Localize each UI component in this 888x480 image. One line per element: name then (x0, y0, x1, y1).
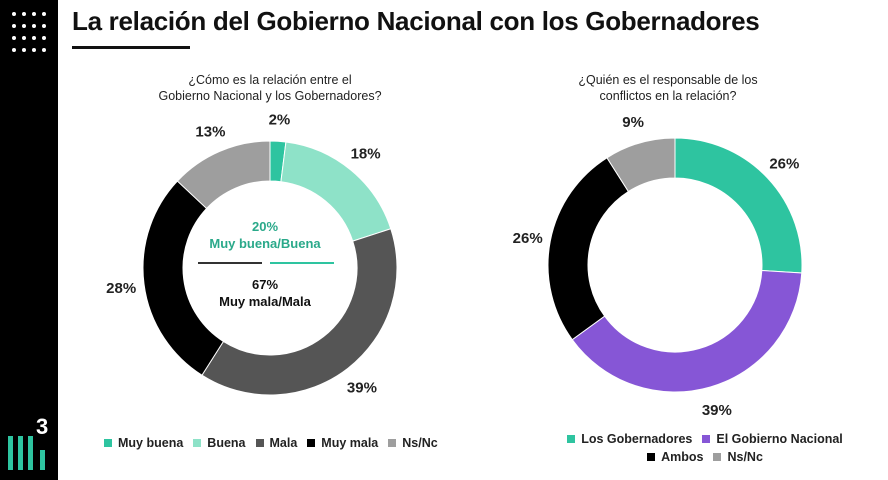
chart-2-legend-swatch-los-gobernadores (567, 435, 576, 443)
chart-2-label-ns-nc: 9% (622, 114, 644, 131)
chart-1-question: ¿Cómo es la relación entre el Gobierno N… (158, 73, 382, 103)
chart-1-legend-label-ns-nc: Ns/Nc (402, 436, 438, 450)
chart-2-slice-ambos (547, 157, 630, 341)
chart-1-legend-item-buena: Buena (193, 436, 246, 450)
chart-1-slice-ns-nc (176, 140, 271, 210)
chart-2-label-ambos: 26% (513, 230, 543, 247)
chart-1-legend-swatch-mala (255, 439, 264, 447)
center-positive-label: Muy buena/Buena (209, 236, 321, 251)
chart-2-slice-el-gobierno-nacional (571, 269, 803, 393)
chart-1-label-buena: 18% (351, 145, 381, 162)
brand-logo: 3 (6, 414, 52, 470)
chart-1-legend-swatch-ns-nc (388, 439, 397, 447)
chart-2-legend-swatch-ambos (647, 453, 656, 461)
chart-1-legend-item-ns-nc: Ns/Nc (388, 436, 438, 450)
chart-1-label-ns-nc: 13% (195, 123, 225, 140)
sidebar: 3 (0, 0, 58, 480)
chart-2-legend-label-los-gobernadores: Los Gobernadores (581, 432, 693, 446)
chart-2-legend-item-ambos: Ambos (647, 450, 703, 464)
chart-2-legend-swatch-ns-nc (713, 453, 722, 461)
chart-1-legend-label-mala: Mala (269, 436, 298, 450)
chart-2-label-los-gobernadores: 26% (769, 155, 799, 172)
chart-1-legend-item-muy-buena: Muy buena (104, 436, 183, 450)
chart-2-legend-label-ns-nc: Ns/Nc (727, 450, 763, 464)
center-rule-green (270, 262, 334, 264)
center-negative: 67% Muy mala/Mala (190, 276, 340, 310)
chart-1-label-mala: 39% (347, 380, 377, 397)
dot-pattern (10, 10, 50, 66)
chart-1-label-muy-buena: 2% (269, 111, 291, 128)
chart-2-legend-item-ns-nc: Ns/Nc (713, 450, 763, 464)
chart-1-legend-swatch-muy-buena (104, 439, 112, 447)
chart-1-legend-swatch-muy-mala (307, 439, 316, 447)
chart-2-label-el-gobierno-nacional: 39% (702, 402, 732, 419)
center-negative-value: 67% (251, 277, 279, 292)
chart-1-slice-mala (201, 228, 398, 396)
chart-2-legend: Los Gobernadores El Gobierno Nacional Ambo… (560, 432, 860, 468)
chart-2-legend-item-el-gobierno-nacional: El Gobierno Nacional (702, 432, 843, 446)
chart-2-legend-label-ambos: Ambos (661, 450, 704, 464)
chart-1-legend: Muy buena Buena Mala Muy mala Ns/Nc (104, 436, 464, 454)
brand-number: 3 (36, 414, 49, 439)
chart-1-legend-label-muy-mala: Muy mala (321, 436, 379, 450)
center-rule-dark (198, 262, 262, 264)
chart-2-legend-item-los-gobernadores: Los Gobernadores (567, 432, 692, 446)
chart-2-legend-label-el-gobierno-nacional: El Gobierno Nacional (716, 432, 843, 446)
page-title: La relación del Gobierno Nacional con lo… (72, 6, 760, 36)
center-positive-value: 20% (251, 219, 279, 234)
chart-1-legend-item-muy-mala: Muy mala (307, 436, 378, 450)
chart-1-legend-swatch-buena (193, 439, 202, 447)
chart-1-legend-label-muy-buena: Muy buena (118, 436, 184, 450)
chart-2-question: ¿Quién es el responsable de los conflict… (578, 73, 758, 103)
chart-2-legend-swatch-el-gobierno-nacional (702, 435, 711, 443)
chart-2-slice-ns-nc (606, 137, 676, 193)
chart-1-legend-item-mala: Mala (255, 436, 298, 450)
chart-1-label-muy-mala: 28% (106, 280, 136, 297)
title-underline (72, 46, 190, 49)
center-positive: 20% Muy buena/Buena (190, 218, 340, 252)
chart-1-legend-label-buena: Buena (207, 436, 246, 450)
center-negative-label: Muy mala/Mala (219, 294, 311, 309)
